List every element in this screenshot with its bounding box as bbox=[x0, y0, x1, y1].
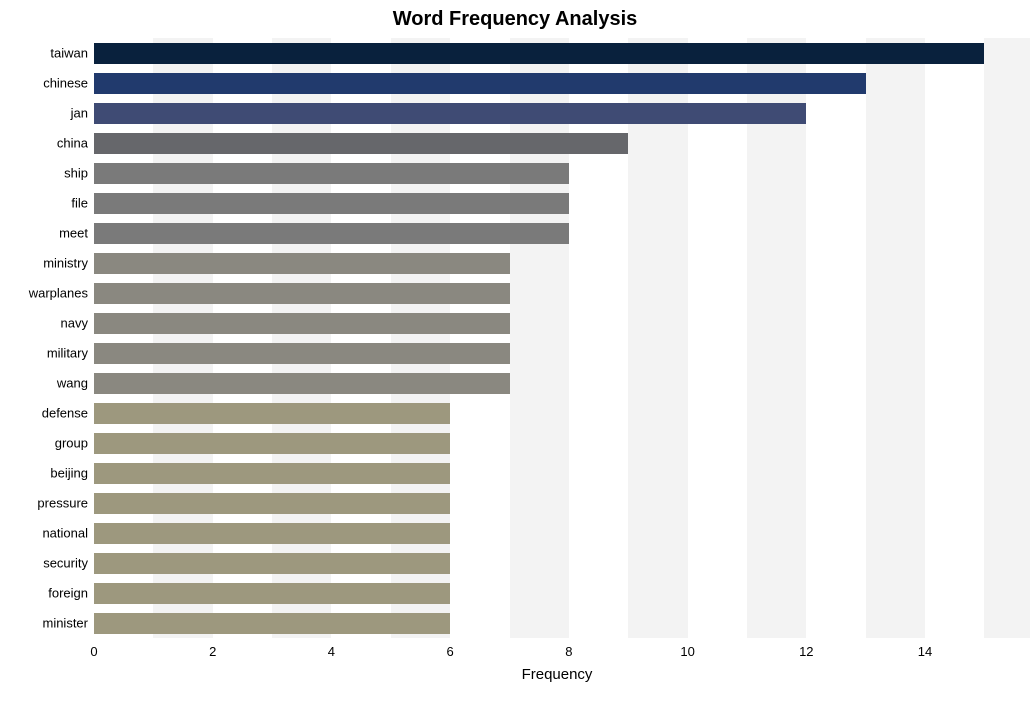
y-axis-label: beijing bbox=[50, 466, 94, 481]
x-axis-tick: 0 bbox=[90, 638, 97, 659]
bar bbox=[94, 613, 450, 634]
y-axis-label: ship bbox=[64, 166, 94, 181]
bar bbox=[94, 43, 984, 64]
x-axis-title: Frequency bbox=[522, 666, 593, 683]
y-axis-label: china bbox=[57, 136, 94, 151]
bar bbox=[94, 163, 569, 184]
x-axis-tick: 10 bbox=[680, 638, 694, 659]
y-axis-label: file bbox=[71, 196, 94, 211]
bar bbox=[94, 463, 450, 484]
bar bbox=[94, 343, 510, 364]
chart-container: Word Frequency Analysis taiwanchinesejan… bbox=[0, 0, 1030, 701]
y-axis-label: foreign bbox=[48, 586, 94, 601]
x-axis-tick: 6 bbox=[447, 638, 454, 659]
bar bbox=[94, 253, 510, 274]
bar bbox=[94, 403, 450, 424]
y-axis-label: navy bbox=[61, 316, 94, 331]
bar bbox=[94, 133, 628, 154]
bar bbox=[94, 493, 450, 514]
bar bbox=[94, 313, 510, 334]
y-axis-label: ministry bbox=[43, 256, 94, 271]
grid-band bbox=[866, 38, 925, 638]
y-axis-label: minister bbox=[42, 616, 94, 631]
bar bbox=[94, 103, 806, 124]
y-axis-label: jan bbox=[71, 106, 94, 121]
y-axis-label: security bbox=[43, 556, 94, 571]
grid-band bbox=[747, 38, 806, 638]
y-axis-label: wang bbox=[57, 376, 94, 391]
grid-band bbox=[153, 38, 212, 638]
bar bbox=[94, 223, 569, 244]
grid-band bbox=[510, 38, 569, 638]
bar bbox=[94, 73, 866, 94]
x-axis-tick: 12 bbox=[799, 638, 813, 659]
bar bbox=[94, 523, 450, 544]
y-axis-label: defense bbox=[42, 406, 94, 421]
x-axis-tick: 4 bbox=[328, 638, 335, 659]
bar bbox=[94, 553, 450, 574]
y-axis-label: pressure bbox=[37, 496, 94, 511]
bar bbox=[94, 583, 450, 604]
bar bbox=[94, 373, 510, 394]
y-axis-label: chinese bbox=[43, 76, 94, 91]
x-axis-tick: 8 bbox=[565, 638, 572, 659]
chart-title: Word Frequency Analysis bbox=[0, 8, 1030, 31]
x-axis-tick: 2 bbox=[209, 638, 216, 659]
y-axis-label: military bbox=[47, 346, 94, 361]
y-axis-label: meet bbox=[59, 226, 94, 241]
y-axis-label: taiwan bbox=[50, 46, 94, 61]
bar bbox=[94, 283, 510, 304]
grid-band bbox=[272, 38, 331, 638]
y-axis-label: group bbox=[55, 436, 94, 451]
grid-band bbox=[628, 38, 687, 638]
y-axis-label: national bbox=[42, 526, 94, 541]
x-axis-tick: 14 bbox=[918, 638, 932, 659]
bar bbox=[94, 433, 450, 454]
plot-area: taiwanchinesejanchinashipfilemeetministr… bbox=[94, 38, 1020, 638]
y-axis-label: warplanes bbox=[29, 286, 94, 301]
bar bbox=[94, 193, 569, 214]
grid-band bbox=[984, 38, 1030, 638]
grid-band bbox=[391, 38, 450, 638]
